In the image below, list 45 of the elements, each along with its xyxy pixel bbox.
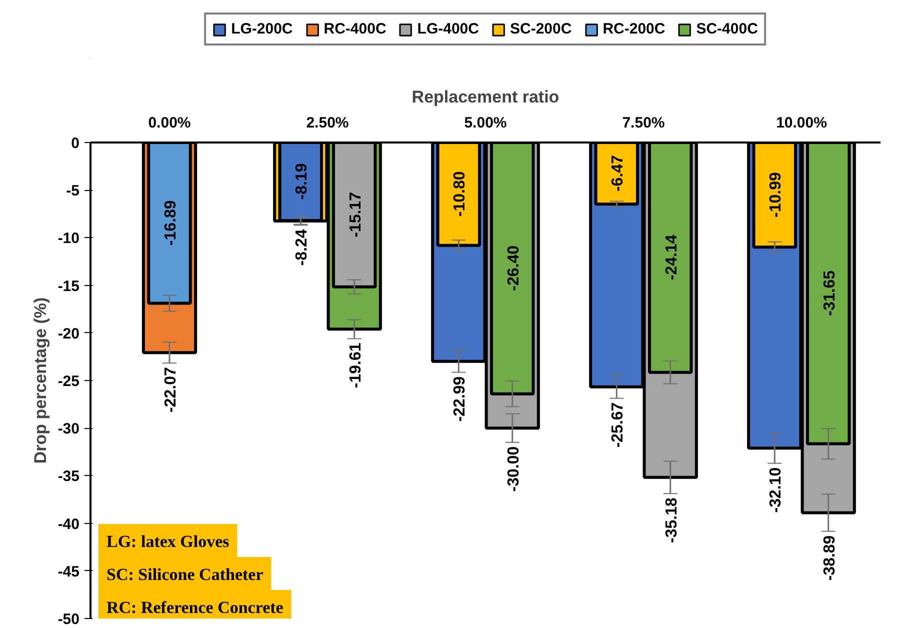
data-label: -10.80	[452, 171, 469, 217]
legend-label: LG-200C	[231, 20, 293, 38]
annotation: RC: Reference Concrete	[106, 598, 284, 617]
data-label: -31.65	[821, 270, 838, 316]
y-tick-label: 0	[71, 135, 80, 152]
annotation: SC: Silicone Catheter	[106, 565, 264, 584]
y-tick-label: -30	[58, 420, 80, 438]
y-tick-label: -35	[58, 468, 80, 486]
y-tick-label: -20	[58, 325, 80, 342]
x-tick-label: 10.00%	[776, 114, 827, 132]
data-label: -6.47	[610, 154, 627, 192]
data-label: -10.99	[768, 172, 785, 218]
y-tick-label: -45	[58, 563, 80, 580]
data-label: -16.89	[162, 200, 180, 246]
data-label: -22.99	[452, 376, 469, 422]
x-tick-label: 5.00%	[464, 114, 507, 132]
y-tick-label: -50	[58, 611, 80, 628]
data-label: -8.24	[294, 229, 311, 266]
legend-label: SC-200C	[510, 20, 572, 38]
x-tick-label: 2.50%	[306, 114, 349, 132]
x-tick-label: 0.00%	[148, 114, 191, 132]
data-label: -38.89	[821, 535, 838, 581]
data-label: -8.19	[294, 163, 311, 200]
legend-label: RC-400C	[324, 20, 386, 38]
data-label: -19.61	[347, 342, 364, 388]
y-axis-title: Drop percentage (%)	[30, 297, 50, 464]
y-tick-label: -25	[58, 373, 80, 390]
data-label: -15.17	[347, 192, 364, 238]
legend-label: RC-200C	[602, 20, 666, 38]
y-tick-label: -5	[66, 182, 80, 200]
data-label: -26.40	[505, 245, 522, 291]
data-label: -25.67	[610, 402, 627, 448]
y-tick-label: -40	[58, 516, 80, 533]
x-axis-title: Replacement ratio	[412, 88, 560, 106]
legend-label: LG-400C	[417, 20, 479, 38]
data-label: -24.14	[663, 234, 680, 280]
data-label: -30.00	[505, 446, 522, 492]
data-label: -35.18	[663, 497, 680, 543]
data-label: -22.07	[162, 366, 180, 412]
y-tick-label: -15	[58, 278, 80, 295]
annotation: LG: latex Gloves	[106, 532, 230, 551]
data-label: -32.10	[768, 467, 785, 513]
x-tick-label: 7.50%	[622, 114, 665, 132]
y-tick-label: -10	[58, 230, 80, 248]
legend-label: SC-400C	[696, 20, 758, 38]
